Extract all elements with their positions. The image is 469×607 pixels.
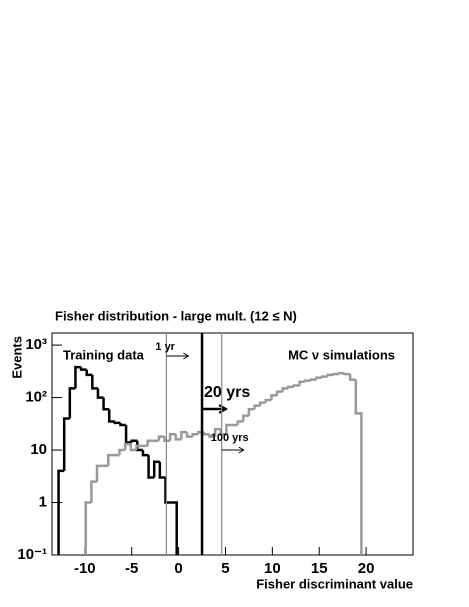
histogram-bin [113,421,121,425]
histogram-bin [213,427,221,437]
histogram-bin [337,372,345,375]
plot-frame [51,332,414,556]
histogram-bin [57,469,65,555]
histogram-bin [303,379,311,382]
histogram-bin [309,378,317,381]
histogram-bin [343,372,351,376]
cut-arrowhead [238,446,245,454]
x-tick-label: 15 [311,560,328,577]
y-tick-label: 10 [30,441,47,458]
histogram-bin [275,390,283,396]
histogram-bin [85,369,93,377]
histogram-bin [118,448,126,456]
histogram-bin [332,372,339,376]
histogram-bin [225,423,233,435]
histogram-bin [157,435,165,441]
histogram-bin [185,432,193,438]
y-tick-label: 1 [39,493,47,510]
histogram-bin [129,444,137,452]
histogram-bin [164,477,172,504]
histogram-bin [236,420,244,426]
histogram-bin [174,434,182,441]
histogram-bin [102,397,110,411]
histogram-bin [147,455,155,479]
y-tick-label: 10³ [25,336,47,353]
cut-label: 20 yrs [204,384,250,401]
histogram-bin [119,422,127,427]
histogram-bin [180,430,188,440]
histogram-bin [168,433,176,441]
histogram-bin [107,453,114,466]
histogram-bin [130,439,138,443]
x-tick-label: 10 [264,560,281,577]
histogram-bin [281,387,289,392]
histogram-bin [163,436,171,443]
histogram-bin [253,404,261,410]
y-axis-label: Events [9,336,24,379]
histogram-bin [354,379,363,555]
histogram-bin [320,375,328,378]
histogram-bin [326,373,334,377]
histogram-bin [95,464,103,482]
histogram-bin [298,380,306,386]
histogram-bin [258,401,266,406]
histogram-bin [242,414,249,422]
cut-label: 1 yr [155,341,175,353]
x-tick-label: 0 [174,560,182,577]
histogram-bin [264,398,272,403]
histogram-bin [84,501,92,555]
histogram-bin [74,365,82,389]
histogram-bin [158,461,166,479]
y-tick-label: 10² [25,389,47,406]
x-tick-label: 5 [221,560,229,577]
histogram-bin [219,429,227,436]
histogram-bin [171,501,178,555]
histogram-bin [348,374,356,381]
histogram-bin [208,434,216,438]
histogram-bin [287,385,294,389]
cut-label: 100 yrs [211,432,249,444]
histogram-bin [292,384,300,387]
histogram-bin [90,480,98,503]
x-tick-label: -10 [74,560,96,577]
histogram-bin [79,367,87,371]
y-tick-label: 10⁻¹ [17,546,47,563]
histogram-bin [91,374,98,390]
chart-title: Fisher distribution - large mult. (12 ≤ … [55,308,297,323]
legend-label: Training data [63,347,145,362]
legend-label: MC ν simulations [288,347,395,362]
histogram-bin [107,409,115,423]
x-axis-label: Fisher discriminant value [256,576,413,591]
histogram-bin [136,440,143,452]
histogram-bin [315,376,323,380]
histogram-bin [146,439,154,446]
histogram-bin [202,432,210,436]
x-tick-label: 20 [358,560,375,577]
histogram-bin [141,450,149,457]
histogram-bin [135,444,143,451]
histogram-bin [191,433,199,437]
histogram-bin [68,387,76,419]
histogram-bin [247,407,255,416]
histogram-bin [62,417,70,471]
histogram-bin [124,425,132,444]
histogram-bin [96,388,104,399]
histogram-bin [152,460,160,478]
x-tick-label: -5 [125,560,138,577]
cut-arrowhead [183,352,190,360]
histogram-bin [123,442,131,451]
histogram-bin [270,394,278,400]
